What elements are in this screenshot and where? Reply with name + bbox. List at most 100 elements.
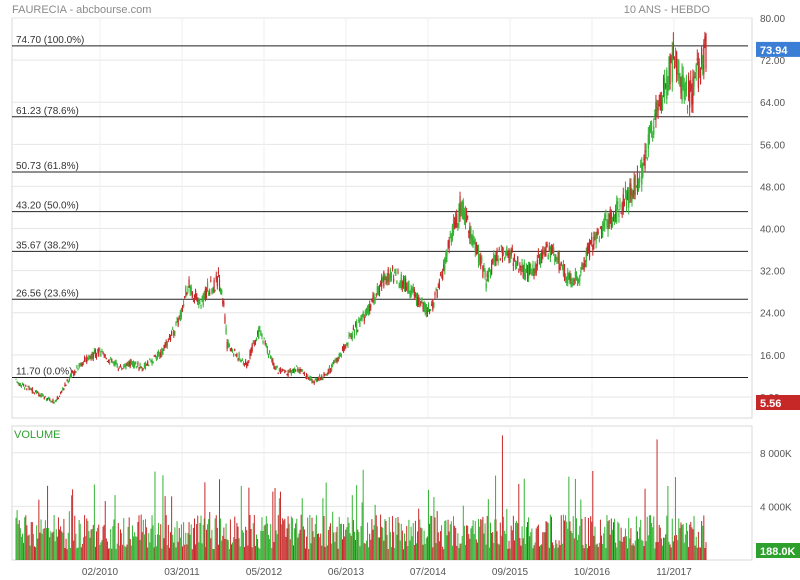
candle-body: [594, 235, 596, 237]
candle-body: [455, 217, 457, 227]
candle-body: [153, 355, 155, 357]
candle-body: [125, 363, 127, 369]
candle-body: [224, 315, 226, 323]
candle-body: [536, 259, 538, 267]
candle-body: [286, 373, 288, 376]
candle-body: [247, 361, 249, 366]
candle-body: [482, 265, 484, 278]
candle-body: [175, 322, 177, 324]
candle-body: [28, 386, 30, 390]
candle-body: [126, 364, 128, 366]
candle-body: [690, 79, 692, 91]
candle-body: [424, 302, 426, 313]
candle-body: [433, 303, 435, 306]
candle-body: [204, 289, 206, 301]
candle-body: [167, 339, 169, 341]
candle-body: [571, 278, 573, 286]
candle-body: [593, 236, 595, 245]
candle-body: [114, 361, 116, 366]
candle-body: [425, 304, 427, 314]
candle-body: [471, 236, 473, 241]
candle-body: [390, 274, 393, 277]
candle-body: [277, 372, 279, 374]
candle-body: [464, 211, 467, 226]
candle-body: [519, 264, 521, 268]
candle-body: [359, 319, 361, 327]
candle-body: [521, 262, 523, 268]
candle-body: [409, 294, 411, 296]
candle-body: [387, 268, 389, 282]
candle-body: [389, 269, 391, 280]
price-tick-label: 64.00: [760, 98, 785, 109]
candle-body: [212, 289, 214, 294]
candle-body: [151, 360, 153, 365]
candle-body: [77, 368, 79, 370]
candle-body: [57, 398, 60, 400]
candle-body: [154, 355, 156, 357]
price-tick-label: 40.00: [760, 225, 785, 236]
candle-body: [375, 294, 377, 296]
candle-body: [446, 250, 448, 257]
candle-body: [674, 57, 677, 65]
candle-body: [530, 267, 532, 271]
candle-body: [428, 309, 431, 313]
candle-body: [509, 250, 511, 263]
candle-body: [226, 341, 228, 349]
candle-body: [285, 370, 287, 372]
candle-body: [120, 368, 123, 370]
candle-body: [137, 363, 139, 365]
candle-body: [457, 223, 459, 226]
candle-body: [233, 353, 235, 356]
candle-body: [579, 275, 581, 282]
candle-body: [694, 76, 696, 78]
candle-body: [61, 390, 63, 393]
candle-body: [566, 277, 568, 283]
candle-body: [122, 368, 124, 370]
candle-body: [654, 114, 656, 118]
candle-body: [140, 366, 142, 368]
candle-body: [474, 241, 476, 252]
candle-body: [311, 378, 313, 383]
candle-body: [635, 186, 637, 188]
candle-body: [449, 233, 451, 235]
candle-body: [543, 250, 545, 253]
candle-body: [63, 388, 65, 390]
candle-body: [143, 363, 146, 369]
candle-body: [128, 362, 130, 366]
candle-body: [20, 384, 23, 387]
candle-body: [558, 252, 560, 270]
candle-body: [422, 302, 424, 309]
candle-body: [620, 212, 622, 214]
candle-body: [572, 281, 574, 286]
candle-body: [653, 126, 655, 136]
candle-body: [202, 295, 204, 306]
candle-body: [239, 359, 241, 361]
candle-body: [176, 318, 178, 320]
candle-body: [400, 274, 402, 289]
candle-body: [667, 84, 669, 96]
candle-body: [662, 77, 665, 89]
candle-body: [69, 374, 72, 379]
candle-body: [692, 76, 694, 104]
candle-body: [279, 367, 282, 374]
candle-body: [475, 242, 477, 254]
candle-body: [156, 352, 159, 358]
candle-body: [346, 342, 348, 345]
candle-body: [528, 265, 530, 279]
candle-body: [473, 239, 475, 244]
candle-body: [396, 281, 398, 283]
candle-body: [320, 377, 322, 381]
candle-body: [499, 258, 501, 260]
candle-body: [545, 246, 547, 252]
time-tick-label: 03/2011: [164, 567, 200, 578]
candle-body: [199, 302, 201, 305]
candle-body: [197, 299, 199, 302]
candle-body: [490, 263, 493, 274]
candle-body: [309, 376, 311, 381]
candle-body: [19, 383, 21, 386]
candle-body: [192, 298, 194, 300]
candle-body: [426, 310, 428, 317]
candle-body: [574, 271, 577, 280]
candle-body: [385, 279, 387, 284]
candle-body: [551, 248, 554, 252]
